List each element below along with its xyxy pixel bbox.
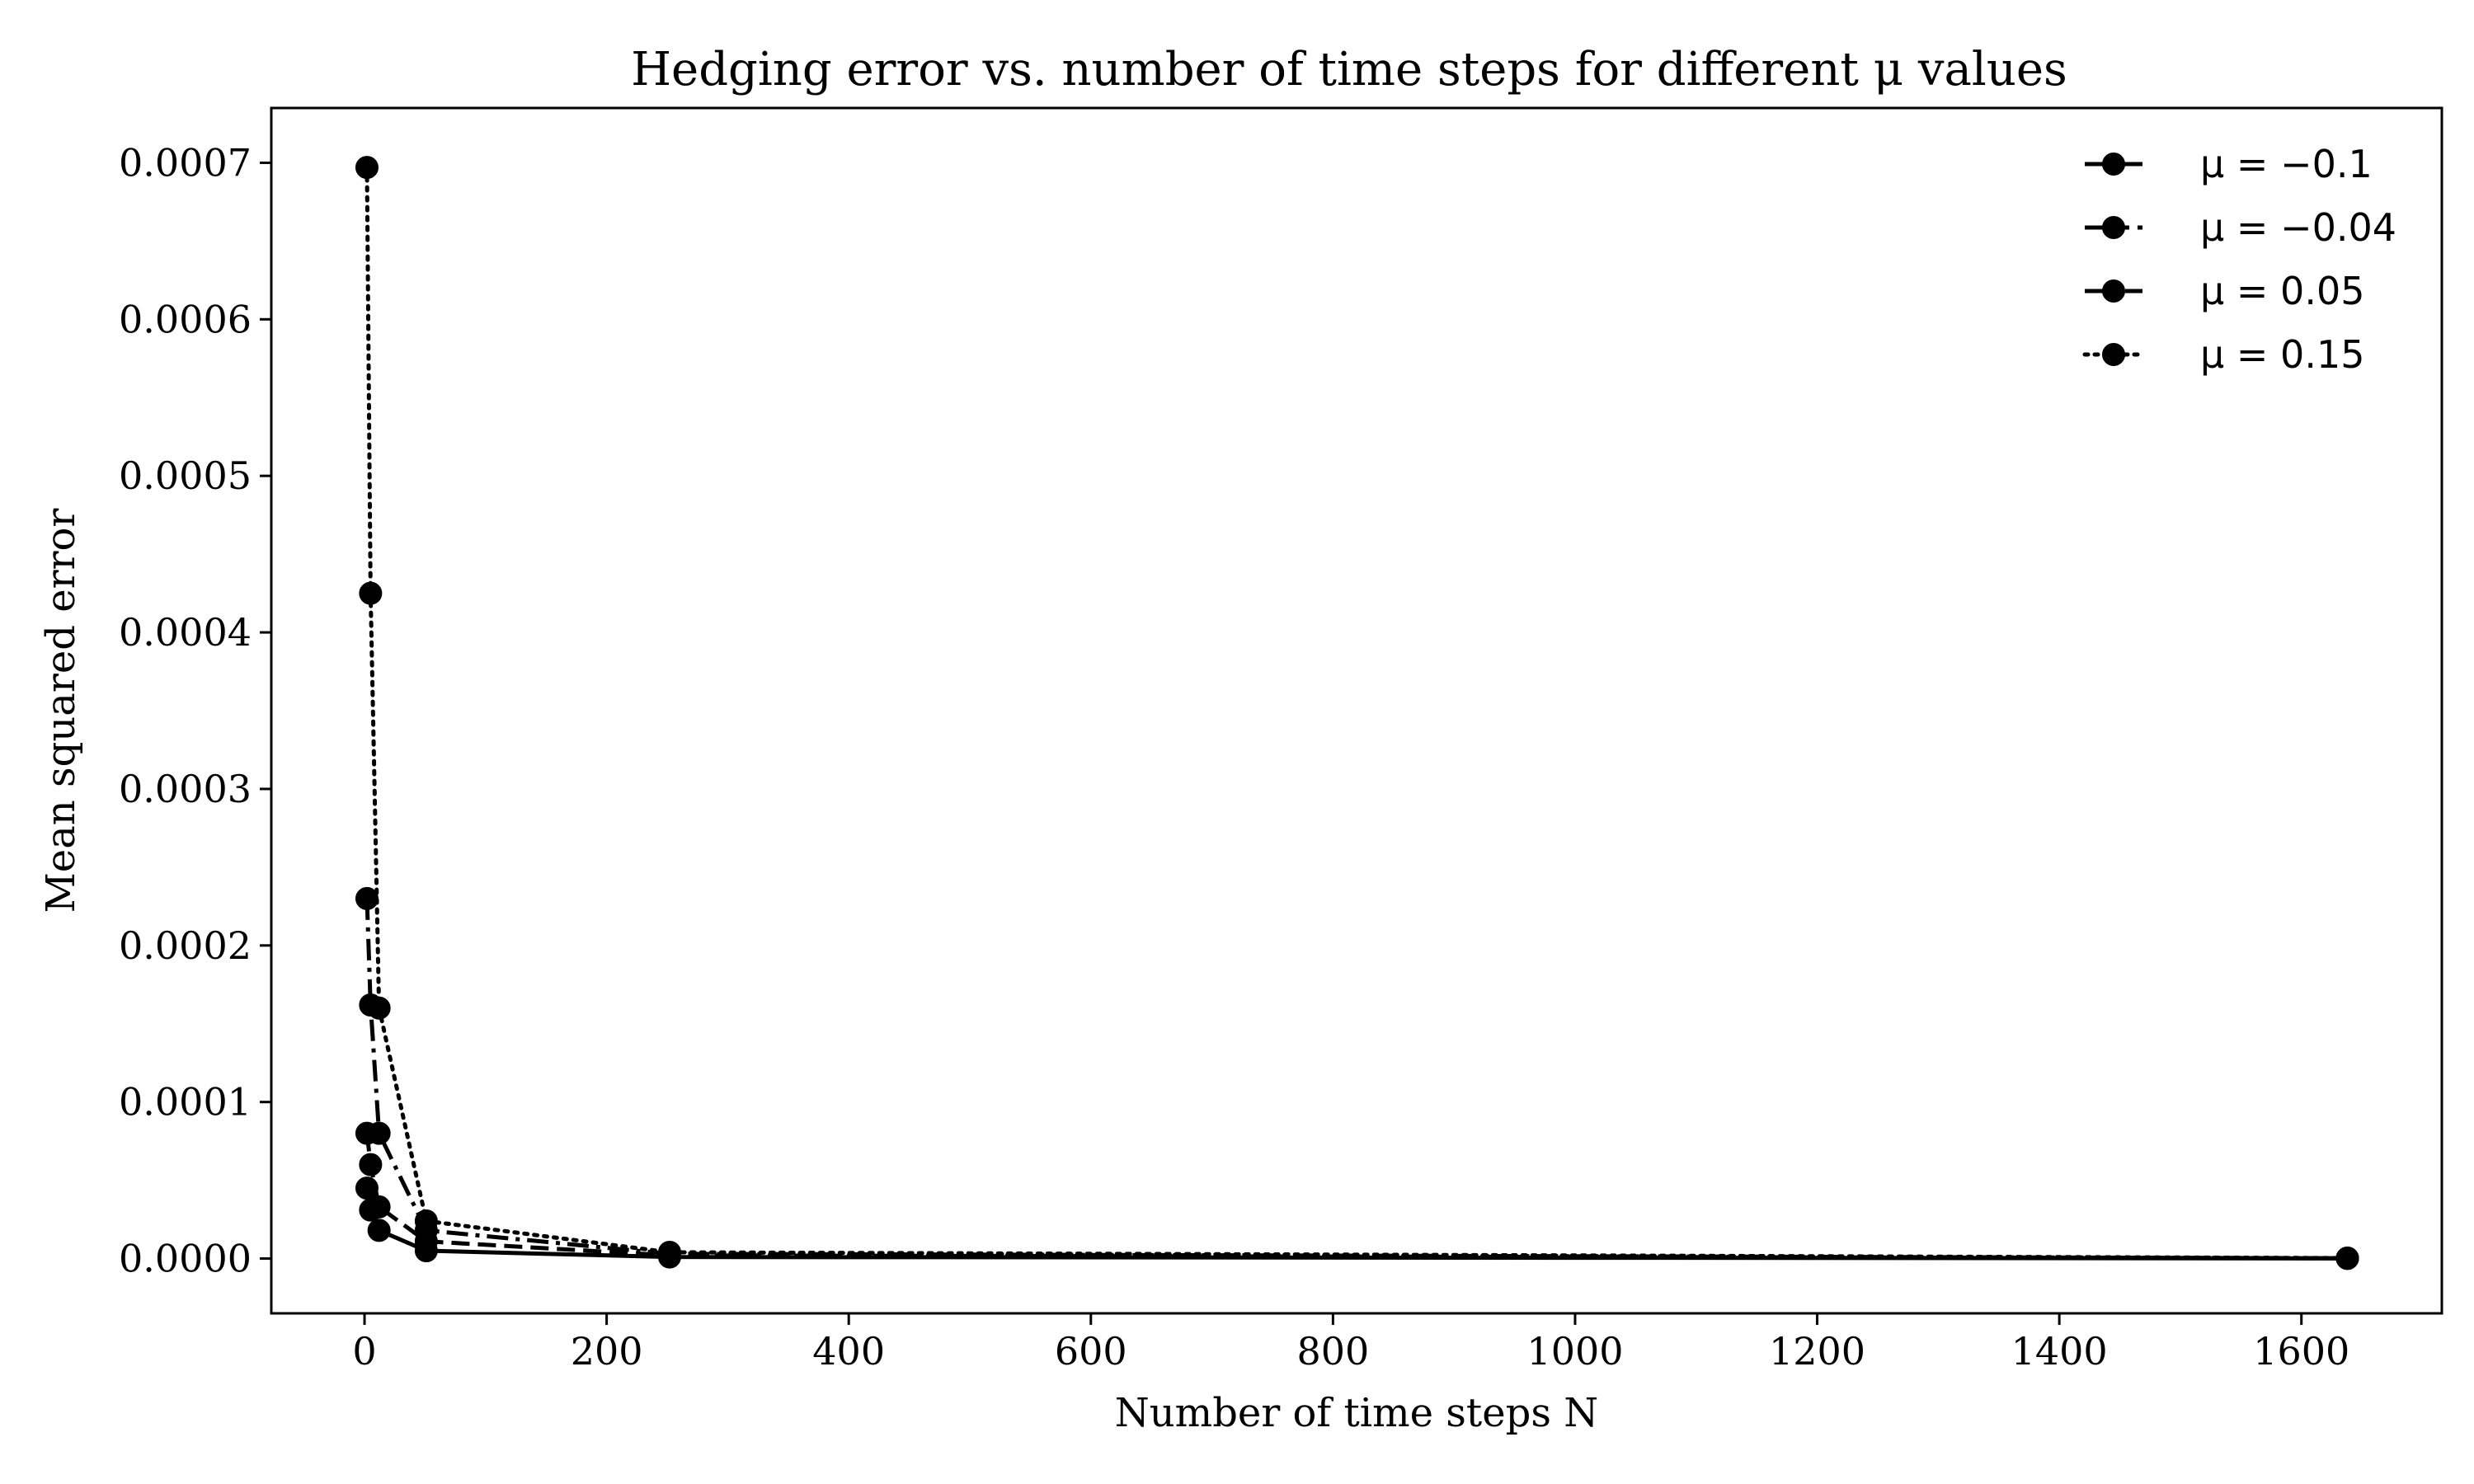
data-point xyxy=(355,886,379,910)
y-tick-label: 0.0006 xyxy=(119,297,252,341)
x-tick-label: 0 xyxy=(352,1329,376,1374)
legend-label: μ = 0.05 xyxy=(2200,269,2364,313)
legend-swatch-marker xyxy=(2102,343,2125,366)
y-tick-label: 0.0007 xyxy=(119,140,252,185)
plot-area xyxy=(355,156,2359,1270)
x-tick-label: 1600 xyxy=(2253,1329,2349,1374)
legend-item: μ = −0.04 xyxy=(2085,205,2396,250)
legend-label: μ = −0.04 xyxy=(2200,205,2396,250)
x-axis-label: Number of time steps N xyxy=(1115,1390,1598,1436)
legend-swatch-marker xyxy=(2102,279,2125,303)
legend-item: μ = −0.1 xyxy=(2085,142,2373,186)
y-tick-label: 0.0001 xyxy=(119,1080,252,1125)
data-point xyxy=(355,156,379,180)
x-tick-label: 200 xyxy=(571,1329,643,1374)
y-axis: 0.0000 0.0001 0.0002 0.0003 0.0004 0.0005 0.00… xyxy=(119,140,271,1281)
y-tick-label: 0.0000 xyxy=(119,1237,252,1281)
legend: μ = −0.1 μ = −0.04 μ = 0.05 μ = 0.15 xyxy=(2082,142,2396,377)
data-point xyxy=(359,581,383,605)
chart-title: Hedging error vs. number of time steps f… xyxy=(631,43,2067,96)
data-point xyxy=(367,1121,391,1145)
data-point xyxy=(2335,1246,2359,1270)
data-point xyxy=(657,1240,681,1264)
series-line xyxy=(365,165,2349,1261)
x-tick-label: 600 xyxy=(1055,1329,1127,1374)
x-tick-label: 1200 xyxy=(1769,1329,1865,1374)
x-axis: 0 200 400 600 800 1000 1200 1400 1600 xyxy=(352,1313,2349,1374)
x-tick-label: 400 xyxy=(812,1329,885,1374)
data-point xyxy=(359,1153,383,1176)
data-point xyxy=(367,1195,391,1219)
legend-label: μ = 0.15 xyxy=(2200,332,2364,377)
x-tick-label: 1400 xyxy=(2011,1329,2108,1374)
legend-swatch-marker xyxy=(2102,153,2125,176)
y-tick-label: 0.0004 xyxy=(119,610,252,655)
data-point xyxy=(414,1209,438,1233)
y-tick-label: 0.0002 xyxy=(119,923,252,968)
y-axis-label: Mean squared error xyxy=(38,509,84,913)
data-point xyxy=(355,1176,379,1200)
legend-item: μ = 0.15 xyxy=(2082,332,2364,377)
data-point xyxy=(367,996,391,1020)
y-tick-label: 0.0003 xyxy=(119,767,252,811)
y-tick-label: 0.0005 xyxy=(119,453,252,498)
legend-swatch-marker xyxy=(2102,216,2125,239)
plot-frame xyxy=(270,106,2443,1315)
legend-item: μ = 0.05 xyxy=(2085,269,2364,313)
series-group xyxy=(355,156,2359,1270)
x-tick-label: 800 xyxy=(1296,1329,1369,1374)
x-tick-label: 1000 xyxy=(1526,1329,1623,1374)
data-point xyxy=(367,1219,391,1242)
legend-label: μ = −0.1 xyxy=(2200,142,2373,186)
